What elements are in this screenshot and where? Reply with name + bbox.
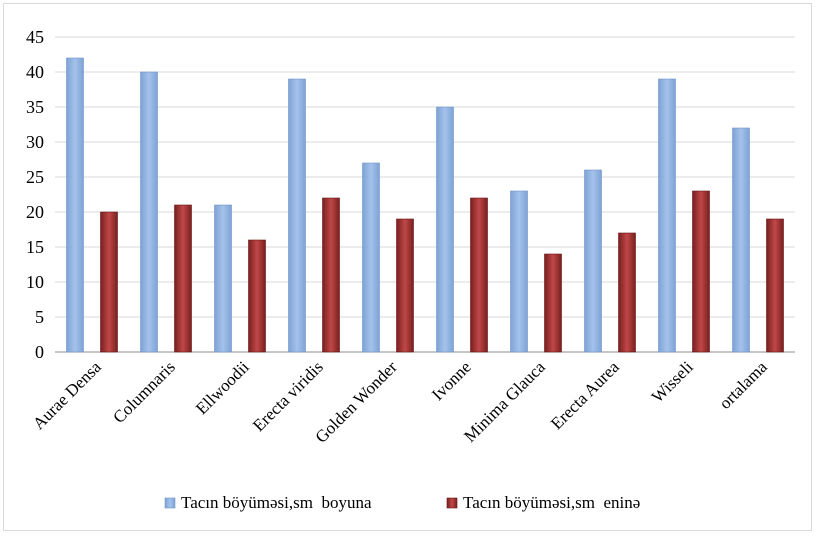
bar-enine [618,232,636,353]
y-tick-label: 10 [26,272,44,292]
bar-boyuna [362,162,380,353]
y-tick-label: 30 [26,132,44,152]
legend-label: Tacın böyüməsi,sm boyuna [181,493,372,512]
x-tick-label: Wisseli [648,357,697,406]
y-tick-label: 45 [26,27,44,47]
bar-enine [692,190,710,353]
x-tick-label: Ellwoodii [192,357,253,418]
bars [66,57,784,353]
legend-swatch [446,497,458,509]
x-tick-label: Erecta viridis [249,357,327,435]
bar-boyuna [658,78,676,353]
x-tick-label: Erecta Aurea [547,357,623,433]
bar-enine [470,197,488,353]
y-tick-label: 40 [26,62,44,82]
bar-boyuna [214,204,232,353]
y-tick-label: 35 [26,97,44,117]
x-tick-label: ortalama [715,357,771,413]
bar-boyuna [510,190,528,353]
y-tick-label: 0 [35,342,44,362]
gridlines [55,36,795,353]
bar-enine [174,204,192,353]
y-tick-label: 20 [26,202,44,222]
legend-label: Tacın böyüməsi,sm eninə [463,493,640,512]
bar-enine [396,218,414,353]
y-tick-label: 15 [26,237,44,257]
legend-swatch [164,497,176,509]
x-tick-label: Columnaris [109,357,179,427]
y-tick-label: 25 [26,167,44,187]
bar-enine [100,211,118,353]
x-tick-label: Aurae Densa [29,357,105,433]
y-axis-ticks: 0 5 10 15 20 25 30 35 40 45 [26,27,44,362]
bar-boyuna [140,71,158,353]
x-tick-label: Ivonne [428,357,475,404]
bar-boyuna [66,57,84,353]
bar-enine [322,197,340,353]
legend: Tacın böyüməsi,sm boyuna Tacın böyüməsi,s… [164,493,640,512]
bar-boyuna [436,106,454,353]
bar-boyuna [584,169,602,353]
bar-boyuna [732,127,750,353]
bar-enine [766,218,784,353]
y-tick-label: 5 [35,307,44,327]
bar-enine [248,239,266,353]
bar-boyuna [288,78,306,353]
bar-enine [544,253,562,353]
